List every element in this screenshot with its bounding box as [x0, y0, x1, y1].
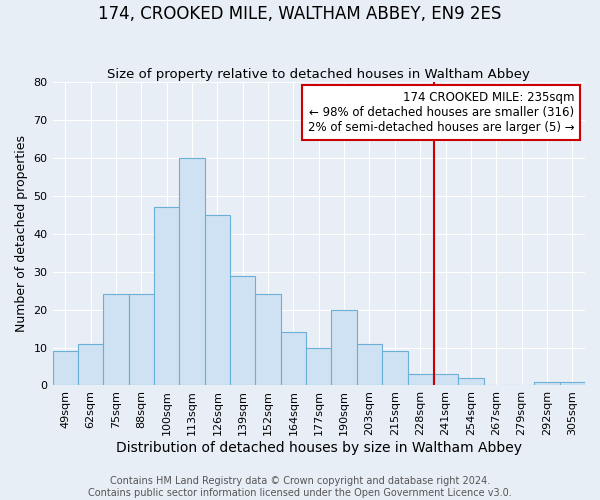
Text: 174 CROOKED MILE: 235sqm
← 98% of detached houses are smaller (316)
2% of semi-d: 174 CROOKED MILE: 235sqm ← 98% of detach… — [308, 92, 574, 134]
Bar — [53, 352, 78, 386]
Bar — [433, 374, 458, 386]
X-axis label: Distribution of detached houses by size in Waltham Abbey: Distribution of detached houses by size … — [116, 441, 522, 455]
Bar — [230, 276, 256, 386]
Bar — [128, 294, 154, 386]
Bar — [534, 382, 560, 386]
Bar — [357, 344, 382, 386]
Bar — [281, 332, 306, 386]
Bar — [179, 158, 205, 386]
Bar — [205, 215, 230, 386]
Bar — [78, 344, 103, 386]
Bar — [331, 310, 357, 386]
Bar — [458, 378, 484, 386]
Bar — [103, 294, 128, 386]
Title: Size of property relative to detached houses in Waltham Abbey: Size of property relative to detached ho… — [107, 68, 530, 81]
Text: Contains HM Land Registry data © Crown copyright and database right 2024.
Contai: Contains HM Land Registry data © Crown c… — [88, 476, 512, 498]
Bar — [560, 382, 585, 386]
Bar — [154, 208, 179, 386]
Bar — [382, 352, 407, 386]
Text: 174, CROOKED MILE, WALTHAM ABBEY, EN9 2ES: 174, CROOKED MILE, WALTHAM ABBEY, EN9 2E… — [98, 5, 502, 23]
Bar — [306, 348, 331, 386]
Y-axis label: Number of detached properties: Number of detached properties — [15, 136, 28, 332]
Bar — [407, 374, 433, 386]
Bar — [256, 294, 281, 386]
